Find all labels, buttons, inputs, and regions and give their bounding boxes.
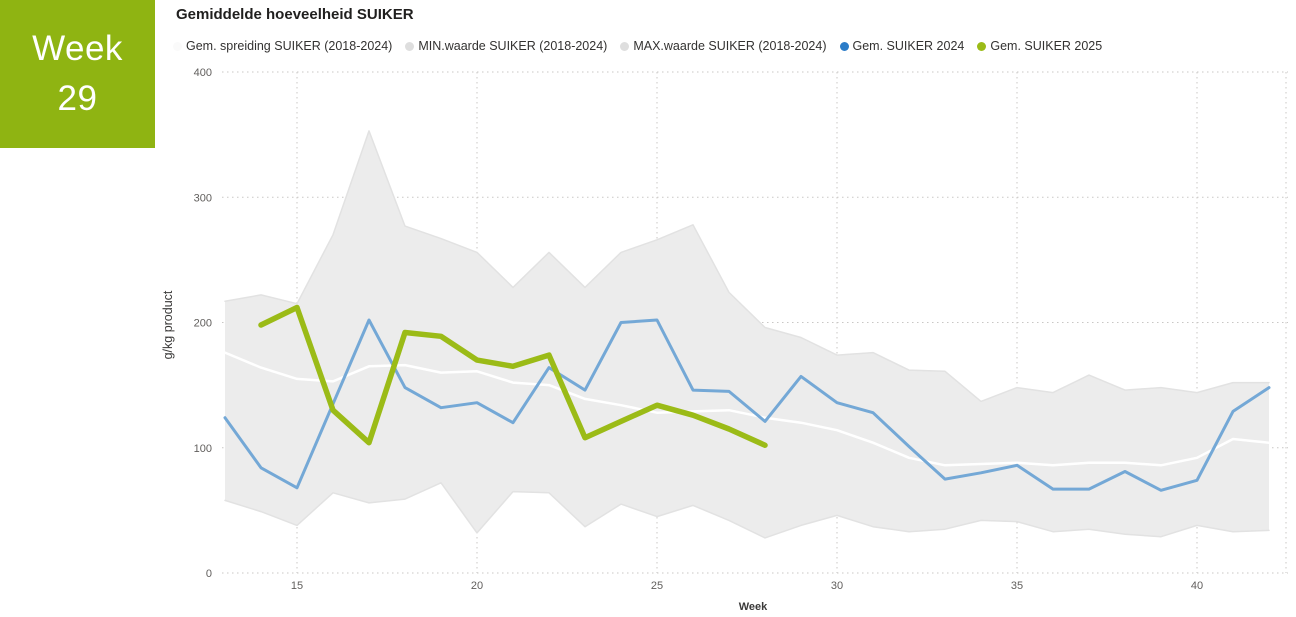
- legend-item-label: MIN.waarde SUIKER (2018-2024): [418, 39, 608, 53]
- legend-item-label: Gem. SUIKER 2025: [990, 39, 1103, 53]
- y-axis-tick: 0: [206, 568, 212, 580]
- legend-item-3[interactable]: MAX.waarde SUIKER (2018-2024): [620, 39, 827, 53]
- legend-item-label: Gem. SUIKER 2024: [852, 39, 965, 53]
- legend-dot-icon: [839, 41, 849, 51]
- series-line-2025[interactable]: [258, 304, 768, 448]
- y-axis-tick: 200: [194, 318, 212, 330]
- x-axis-tick: 30: [831, 580, 843, 592]
- x-axis-tick: 25: [651, 580, 663, 592]
- band-edge-line: [224, 482, 1270, 539]
- legend-item-label: MAX.waarde SUIKER (2018-2024): [633, 39, 827, 53]
- y-axis-title: g/kg product: [161, 290, 175, 359]
- spread-band[interactable]: [225, 130, 1269, 538]
- legend-item-1[interactable]: Gem. spreiding SUIKER (2018-2024): [173, 39, 392, 53]
- mean-line[interactable]: [223, 351, 1271, 467]
- y-axis-tick: 300: [194, 192, 212, 204]
- x-axis-tick: 35: [1011, 580, 1023, 592]
- legend-item-4[interactable]: Gem. SUIKER 2024: [839, 39, 965, 53]
- x-axis-title: Week: [739, 601, 768, 613]
- legend-item-label: Gem. spreiding SUIKER (2018-2024): [186, 39, 393, 53]
- chart-title: Gemiddelde hoeveelheid SUIKER: [176, 6, 414, 23]
- legend-dot-icon: [173, 41, 182, 51]
- x-axis-tick: 15: [291, 580, 303, 592]
- y-axis-tick: 100: [194, 443, 212, 455]
- chart-legend: Gem. spreiding SUIKER (2018-2024) MIN.waa…: [173, 39, 1102, 53]
- week-badge-label: Week: [32, 29, 123, 69]
- legend-dot-icon: [620, 41, 630, 51]
- y-axis-tick: 400: [194, 67, 212, 79]
- week-badge-number: 29: [57, 79, 98, 118]
- week-badge: Week 29: [0, 0, 155, 148]
- x-axis-tick: 20: [471, 580, 483, 592]
- legend-dot-icon: [977, 41, 987, 51]
- series-line-2024[interactable]: [223, 318, 1271, 492]
- legend-item-2[interactable]: MIN.waarde SUIKER (2018-2024): [405, 39, 607, 53]
- legend-dot-icon: [405, 41, 415, 51]
- x-axis-tick: 40: [1191, 580, 1203, 592]
- band-edge-line: [224, 130, 1270, 403]
- legend-item-5[interactable]: Gem. SUIKER 2025: [977, 39, 1102, 53]
